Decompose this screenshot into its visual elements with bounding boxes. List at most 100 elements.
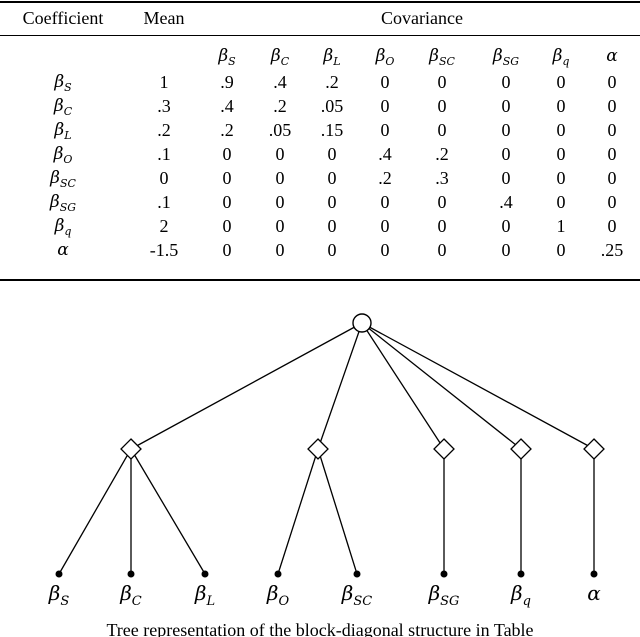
leaf-label-7: α bbox=[587, 581, 601, 605]
leaf-node-dot bbox=[517, 570, 525, 578]
leaf-label-symbol: β bbox=[510, 581, 523, 605]
row-label-6-symbol: β bbox=[54, 216, 65, 236]
covariance-cell: 1 bbox=[556, 216, 566, 236]
covariance-cell: 0 bbox=[327, 216, 337, 236]
mean-value: .2 bbox=[157, 120, 171, 140]
group-node-diamond bbox=[433, 438, 455, 460]
covariance-cell: .4 bbox=[273, 72, 287, 92]
edge-root-to-group bbox=[130, 322, 363, 450]
leaf-label-symbol: β bbox=[194, 581, 207, 605]
covariance-cell: 0 bbox=[437, 72, 447, 92]
covariance-cell: 0 bbox=[437, 240, 447, 260]
covariance-cell: 0 bbox=[501, 240, 511, 260]
row-label-0: βS bbox=[54, 72, 71, 93]
covariance-cell: 0 bbox=[501, 168, 511, 188]
edge-root-to-group bbox=[361, 322, 445, 450]
leaf-label-symbol: β bbox=[428, 581, 441, 605]
row-label-3-symbol: β bbox=[53, 144, 64, 164]
leaf-label-subscript: C bbox=[132, 594, 142, 609]
row-label-1: βC bbox=[53, 96, 72, 117]
column-header-1-subscript: C bbox=[280, 55, 290, 68]
leaf-label-subscript: q bbox=[523, 594, 531, 609]
leaf-node-dot bbox=[55, 570, 63, 578]
row-label-0-symbol: β bbox=[54, 72, 65, 92]
covariance-cell: .2 bbox=[378, 168, 392, 188]
covariance-cell: 0 bbox=[380, 120, 390, 140]
covariance-cell: .2 bbox=[325, 72, 339, 92]
column-header-3-symbol: β bbox=[375, 46, 386, 66]
covariance-cell: 0 bbox=[607, 72, 617, 92]
row-label-4: βSC bbox=[50, 168, 76, 190]
covariance-cell: 0 bbox=[501, 120, 511, 140]
header-mean: Mean bbox=[143, 8, 185, 28]
column-header-3: βO bbox=[375, 46, 395, 68]
covariance-cell: 0 bbox=[501, 144, 511, 164]
mean-value: .1 bbox=[157, 144, 171, 164]
row-label-5-subscript: SG bbox=[59, 201, 77, 214]
column-header-4-symbol: β bbox=[429, 46, 439, 66]
leaf-node-dot bbox=[590, 570, 598, 578]
row-label-1-symbol: β bbox=[53, 96, 64, 116]
covariance-cell: 0 bbox=[556, 168, 566, 188]
header-covariance: Covariance bbox=[381, 8, 463, 28]
covariance-cell: 0 bbox=[327, 240, 337, 260]
row-label-6-subscript: q bbox=[64, 225, 72, 238]
group-node-diamond bbox=[120, 438, 142, 460]
leaf-node-dot bbox=[274, 570, 282, 578]
column-header-7: α bbox=[606, 46, 617, 66]
covariance-cell: 0 bbox=[607, 120, 617, 140]
leaf-node-dot bbox=[353, 570, 361, 578]
leaf-label-subscript: SG bbox=[440, 594, 459, 609]
covariance-cell: 0 bbox=[437, 192, 447, 212]
leaf-node-dot bbox=[440, 570, 448, 578]
covariance-cell: 0 bbox=[607, 168, 617, 188]
column-header-0-symbol: β bbox=[218, 46, 229, 66]
edge-group-to-leaf bbox=[277, 448, 319, 575]
column-header-0: βS bbox=[218, 46, 235, 67]
covariance-cell: 0 bbox=[437, 96, 447, 116]
covariance-cell: 0 bbox=[380, 192, 390, 212]
table-mid-rule bbox=[0, 35, 640, 36]
tree-edges bbox=[58, 322, 595, 575]
column-header-2-subscript: L bbox=[333, 55, 341, 68]
column-header-5-subscript: SG bbox=[502, 55, 520, 68]
covariance-cell: 0 bbox=[607, 144, 617, 164]
covariance-cell: 0 bbox=[275, 144, 285, 164]
leaf-label-symbol: β bbox=[48, 581, 61, 605]
row-label-4-subscript: SC bbox=[59, 177, 76, 190]
covariance-cell: 0 bbox=[556, 72, 566, 92]
covariance-cell: 0 bbox=[437, 216, 447, 236]
covariance-cell: 0 bbox=[222, 168, 232, 188]
column-header-3-subscript: O bbox=[385, 55, 395, 68]
root-node-circle bbox=[352, 313, 372, 333]
covariance-cell: 0 bbox=[275, 192, 285, 212]
row-label-2-subscript: L bbox=[64, 129, 72, 142]
group-node-diamond bbox=[583, 438, 605, 460]
covariance-cell: 0 bbox=[501, 72, 511, 92]
covariance-cell: 0 bbox=[556, 144, 566, 164]
covariance-cell: .25 bbox=[600, 240, 624, 260]
table-top-rule bbox=[0, 1, 640, 3]
row-label-5-symbol: β bbox=[49, 192, 60, 212]
covariance-cell: 0 bbox=[556, 192, 566, 212]
row-label-3: βO bbox=[53, 144, 73, 165]
column-header-6-symbol: β bbox=[552, 46, 563, 66]
covariance-cell: 0 bbox=[327, 192, 337, 212]
row-label-2: βL bbox=[54, 120, 72, 142]
covariance-cell: 0 bbox=[327, 144, 337, 164]
row-label-4-symbol: β bbox=[50, 168, 60, 188]
covariance-cell: 0 bbox=[437, 120, 447, 140]
covariance-cell: .4 bbox=[378, 144, 392, 164]
covariance-cell: 0 bbox=[275, 216, 285, 236]
mean-value: -1.5 bbox=[149, 240, 179, 260]
edge-group-to-leaf bbox=[130, 448, 206, 575]
leaf-label-6: βq bbox=[510, 581, 531, 609]
row-label-7-symbol: α bbox=[57, 240, 69, 260]
leaf-label-symbol: α bbox=[587, 581, 601, 605]
caption-text: Tree representation of the block-diagona… bbox=[106, 620, 534, 637]
covariance-cell: 0 bbox=[380, 240, 390, 260]
edge-group-to-leaf bbox=[317, 448, 358, 575]
covariance-cell: .4 bbox=[220, 96, 234, 116]
covariance-cell: .2 bbox=[435, 144, 449, 164]
column-header-6-subscript: q bbox=[562, 55, 570, 68]
